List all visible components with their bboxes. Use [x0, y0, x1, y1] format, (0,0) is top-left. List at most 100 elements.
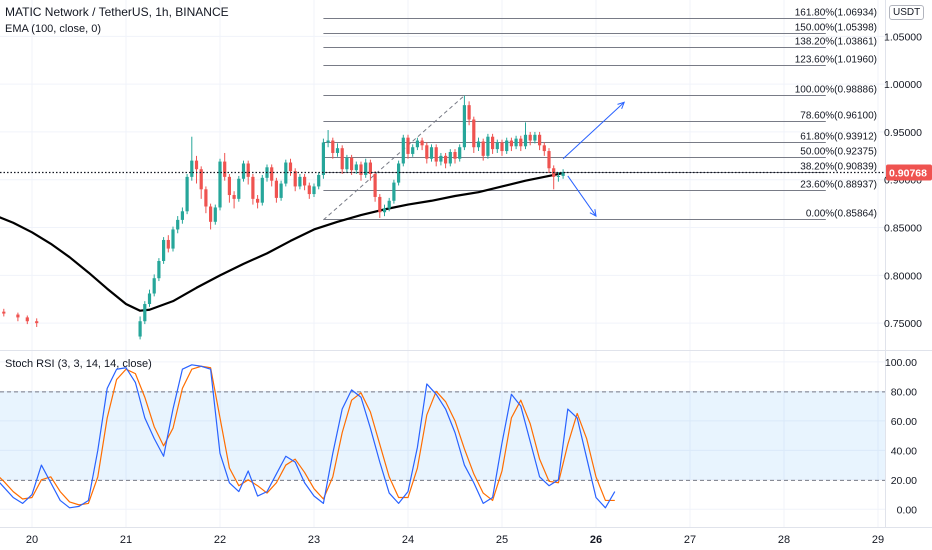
- candle-body: [274, 180, 278, 198]
- candle: [317, 172, 321, 190]
- candle-body: [307, 185, 311, 195]
- candle: [152, 274, 156, 297]
- candle: [448, 149, 452, 167]
- candle: [382, 204, 387, 217]
- candle: [505, 137, 509, 154]
- candle: [307, 182, 311, 199]
- candle-body: [218, 161, 222, 208]
- candle: [453, 149, 457, 164]
- candle-body: [429, 147, 434, 159]
- time-tick-label: 25: [496, 534, 508, 546]
- candle-body: [481, 141, 485, 156]
- fib-level-label: 38.20%(0.90839): [800, 162, 877, 173]
- price-tick-label: 1.05000: [884, 31, 922, 43]
- candle: [293, 168, 297, 192]
- candle-body: [270, 167, 274, 181]
- price-tick-label: 0.95000: [884, 127, 922, 139]
- candle-body: [397, 163, 401, 183]
- candle: [2, 308, 6, 317]
- candle-body: [561, 172, 565, 176]
- currency-selector[interactable]: USDT: [889, 5, 925, 20]
- fib-level-label: 138.20%(1.03861): [795, 37, 877, 48]
- candle-body: [284, 162, 288, 184]
- candle-body: [425, 145, 429, 159]
- candle: [500, 139, 504, 156]
- candle: [429, 144, 434, 162]
- candle-body: [495, 142, 499, 150]
- fib-trend-line: [323, 95, 465, 221]
- candle-body: [171, 229, 175, 249]
- candle-body: [213, 207, 217, 222]
- candle-body: [138, 321, 142, 337]
- candle: [199, 166, 203, 199]
- candle-body: [223, 161, 227, 177]
- candle-body: [288, 162, 293, 172]
- candle-body: [382, 208, 387, 213]
- projection-arrows: [562, 101, 626, 218]
- candle: [444, 152, 448, 169]
- candle-body: [509, 140, 513, 147]
- candle-body: [162, 239, 166, 261]
- time-tick-label: 23: [308, 534, 320, 546]
- candle: [552, 165, 556, 190]
- candle: [476, 137, 481, 152]
- candle-body: [448, 152, 452, 164]
- candle: [157, 258, 161, 282]
- fib-level-label: 161.80%(1.06934): [795, 8, 877, 19]
- candle-body: [387, 200, 391, 209]
- candle: [331, 137, 335, 159]
- candle-body: [260, 177, 264, 203]
- chart-title: MATIC Network / TetherUS, 1h, BINANCE: [5, 5, 229, 19]
- candle-body: [514, 138, 518, 147]
- candle-body: [2, 311, 6, 314]
- candle-body: [354, 164, 358, 171]
- fib-level-label: 61.80%(0.93912): [800, 132, 877, 143]
- price-tick-label: 0.80000: [884, 270, 922, 282]
- candle-body: [232, 195, 236, 199]
- candle: [523, 122, 528, 150]
- candle: [274, 177, 278, 203]
- candle-body: [378, 196, 382, 213]
- candle-body: [143, 304, 147, 322]
- candle: [143, 301, 147, 325]
- candle-body: [547, 151, 551, 169]
- candle: [368, 159, 372, 181]
- candle: [514, 135, 518, 150]
- candle-body: [411, 147, 415, 154]
- candle: [209, 203, 213, 230]
- candle-body: [312, 186, 316, 195]
- candle: [256, 195, 260, 209]
- candle: [213, 204, 217, 225]
- time-tick-label: 24: [402, 534, 414, 546]
- candle: [326, 130, 330, 148]
- candle-body: [279, 183, 283, 198]
- candle-body: [528, 134, 532, 141]
- candle-body: [491, 136, 495, 150]
- candle-body: [500, 142, 504, 152]
- candle-body: [251, 176, 255, 199]
- candle: [194, 155, 199, 184]
- stoch-tick-label: 0.00: [897, 504, 918, 516]
- candle: [467, 101, 471, 126]
- candle: [270, 164, 274, 187]
- candle-body: [147, 293, 152, 305]
- candle: [458, 144, 462, 162]
- arrow-shaft: [567, 175, 597, 217]
- candle: [288, 158, 293, 176]
- candle: [218, 158, 222, 211]
- time-tick-label: 22: [214, 534, 226, 546]
- arrow-head: [589, 209, 597, 218]
- candle: [260, 174, 264, 206]
- fib-level-label: 23.60%(0.88937): [800, 180, 877, 191]
- candle-body: [25, 317, 29, 322]
- candle: [509, 137, 513, 152]
- time-tick-label: 26: [590, 534, 602, 546]
- candle: [547, 148, 551, 174]
- candle-body: [331, 140, 335, 153]
- fib-level-label: 123.60%(1.01960): [795, 55, 877, 66]
- candle: [35, 318, 39, 327]
- candle: [350, 154, 354, 175]
- fibonacci-retracement: 161.80%(1.06934) 150.00%(1.05398) 138.20%(…: [323, 8, 877, 221]
- candle-body: [359, 164, 363, 175]
- candle: [425, 142, 429, 164]
